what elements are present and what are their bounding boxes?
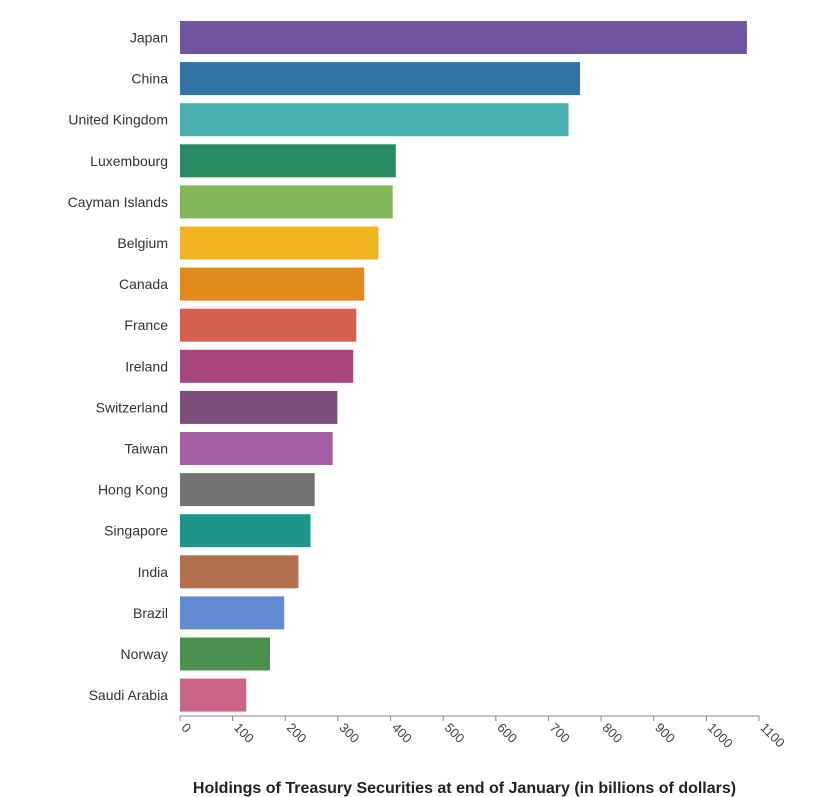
x-tick-label: 300 [336, 720, 362, 746]
x-tick-label: 1100 [757, 720, 787, 750]
bars-group [180, 21, 747, 712]
category-label-switzerland: Switzerland [96, 399, 168, 415]
category-label-cayman-islands: Cayman Islands [68, 194, 168, 210]
bar-luxembourg [180, 144, 396, 178]
category-label-luxembourg: Luxembourg [90, 153, 168, 169]
x-tick-label: 800 [600, 720, 626, 746]
bar-cayman-islands [180, 185, 393, 219]
bar-china [180, 62, 580, 96]
x-tick-label: 600 [494, 720, 520, 746]
category-label-saudi-arabia: Saudi Arabia [89, 687, 169, 703]
category-label-canada: Canada [119, 276, 168, 292]
x-tick-label: 100 [231, 720, 257, 746]
x-tick-label: 1000 [705, 720, 736, 751]
category-label-china: China [131, 71, 168, 87]
bar-belgium [180, 226, 379, 260]
category-label-ireland: Ireland [125, 358, 168, 374]
bar-saudi-arabia [180, 678, 247, 712]
x-tick-label: 200 [284, 720, 310, 746]
category-label-brazil: Brazil [133, 605, 168, 621]
x-tick-label: 400 [389, 720, 415, 746]
bar-canada [180, 267, 365, 301]
y-axis-labels: Japan China United Kingdom Luxembourg Cayman… [68, 30, 169, 704]
bar-singapore [180, 514, 311, 548]
category-label-united-kingdom: United Kingdom [68, 112, 168, 128]
bar-japan [180, 21, 747, 54]
category-label-india: India [138, 564, 169, 580]
bar-india [180, 555, 299, 589]
x-tick-label: 500 [442, 720, 468, 746]
category-label-france: France [124, 317, 168, 333]
category-label-taiwan: Taiwan [124, 441, 168, 457]
category-label-singapore: Singapore [104, 523, 168, 539]
x-axis-ticks: 0 100 200 300 400 500 600 700 800 900 1000 1100 [178, 716, 788, 751]
bar-norway [180, 637, 270, 671]
category-label-belgium: Belgium [117, 235, 168, 251]
bar-hong-kong [180, 473, 315, 507]
bar-france [180, 308, 357, 342]
bar-brazil [180, 596, 285, 630]
category-label-japan: Japan [130, 30, 168, 46]
category-label-hong-kong: Hong Kong [98, 482, 168, 498]
category-label-norway: Norway [121, 646, 168, 662]
x-tick-label: 900 [652, 720, 678, 746]
x-tick-label: 700 [547, 720, 573, 746]
bar-ireland [180, 349, 354, 383]
bar-switzerland [180, 390, 338, 424]
x-tick-label: 0 [178, 720, 194, 736]
bar-taiwan [180, 432, 333, 465]
x-axis-title: Holdings of Treasury Securities at end o… [193, 780, 736, 797]
bar-united-kingdom [180, 103, 569, 137]
